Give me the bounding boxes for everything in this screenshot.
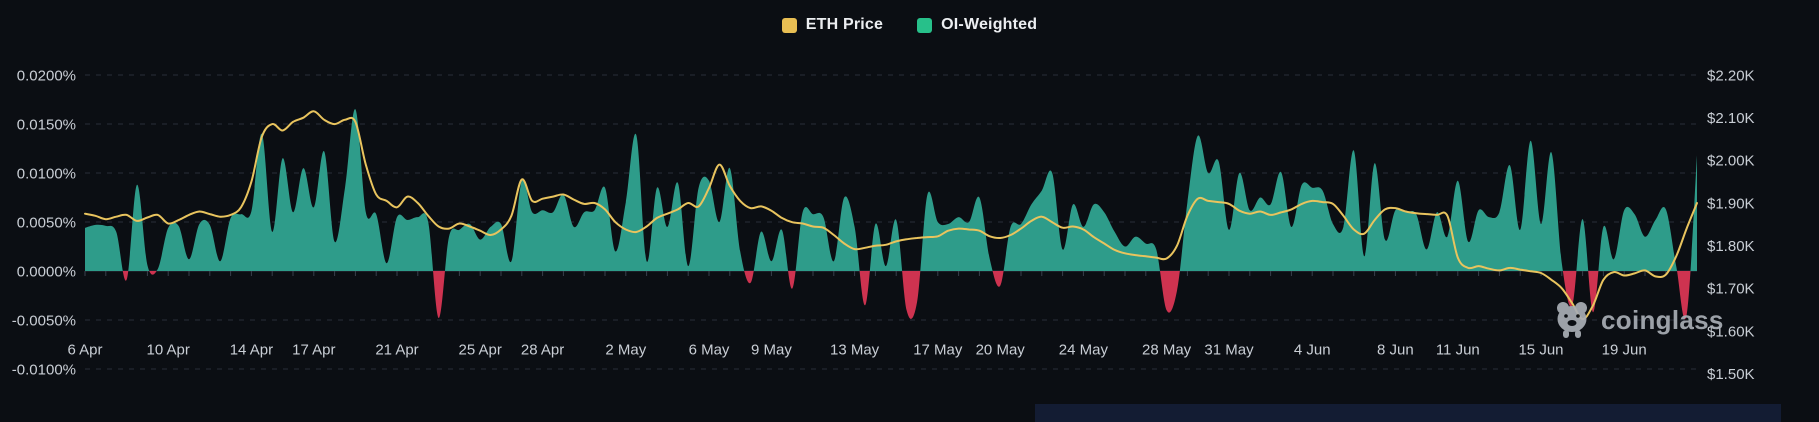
legend-item-oi-weighted[interactable]: OI-Weighted <box>917 16 1037 34</box>
x-axis-tick-label: 4 Jun <box>1294 341 1331 358</box>
eth-price-legend-swatch <box>781 17 797 33</box>
y-axis-right-tick-label: $1.90K <box>1707 195 1755 212</box>
chart-legend: ETH Price OI-Weighted <box>0 16 1819 34</box>
y-axis-right-tick-label: $2.00K <box>1707 153 1755 170</box>
x-axis-tick-label: 8 Jun <box>1377 341 1414 358</box>
x-axis-tick-label: 13 May <box>830 341 880 358</box>
y-axis-right-tick-label: $1.70K <box>1707 281 1755 298</box>
oi-weighted-legend-swatch <box>917 17 933 33</box>
x-axis-tick-label: 24 May <box>1059 341 1109 358</box>
y-axis-left-tick-label: -0.0100% <box>12 361 76 378</box>
x-axis-tick-label: 20 May <box>976 341 1026 358</box>
x-axis-tick-label: 17 Apr <box>292 341 335 358</box>
coinglass-bear-icon <box>1557 302 1587 338</box>
y-axis-left-tick-label: 0.0050% <box>17 214 76 231</box>
x-axis-tick-label: 28 May <box>1142 341 1192 358</box>
y-axis-right-tick-label: $1.60K <box>1707 323 1755 340</box>
x-axis-tick-label: 19 Jun <box>1602 341 1647 358</box>
eth-price-legend-label: ETH Price <box>805 16 884 33</box>
x-axis-tick-label: 9 May <box>751 341 792 358</box>
y-axis-right-tick-label: $2.10K <box>1707 110 1755 127</box>
y-axis-right-tick-label: $2.20K <box>1707 67 1755 84</box>
legend-item-eth-price[interactable]: ETH Price <box>781 16 884 34</box>
coinglass-logo-text: coinglass <box>1601 304 1724 335</box>
y-axis-right-tick-label: $1.50K <box>1707 366 1755 383</box>
x-axis-tick-label: 11 Jun <box>1436 341 1480 358</box>
x-axis-tick-label: 6 Apr <box>67 341 102 358</box>
x-axis-tick-label: 14 Apr <box>230 341 273 358</box>
y-axis-right-tick-label: $1.80K <box>1707 238 1755 255</box>
y-axis-left-tick-label: 0.0200% <box>17 67 76 84</box>
x-axis-tick-label: 21 Apr <box>375 341 418 358</box>
x-zoom-selection-bar[interactable] <box>1035 404 1781 422</box>
x-axis-tick-label: 25 Apr <box>459 341 502 358</box>
x-axis-tick-label: 10 Apr <box>147 341 190 358</box>
x-axis-tick-label: 6 May <box>689 341 730 358</box>
coinglass-logo: coinglass <box>1552 300 1724 340</box>
x-axis-tick-label: 17 May <box>913 341 963 358</box>
y-axis-left-tick-label: 0.0150% <box>17 116 76 133</box>
y-axis-left-tick-label: 0.0000% <box>17 263 76 280</box>
eth-price-line[interactable] <box>84 110 1698 321</box>
x-axis-tick-label: 2 May <box>605 341 646 358</box>
oi-weighted-area-positive[interactable] <box>85 109 1697 319</box>
x-axis-tick-label: 15 Jun <box>1518 341 1563 358</box>
y-axis-left-tick-label: -0.0050% <box>12 312 76 329</box>
oi-weighted-legend-label: OI-Weighted <box>941 16 1038 33</box>
x-axis-tick-label: 28 Apr <box>521 341 564 358</box>
x-axis-tick-label: 31 May <box>1204 341 1254 358</box>
y-axis-left-tick-label: 0.0100% <box>17 165 76 182</box>
